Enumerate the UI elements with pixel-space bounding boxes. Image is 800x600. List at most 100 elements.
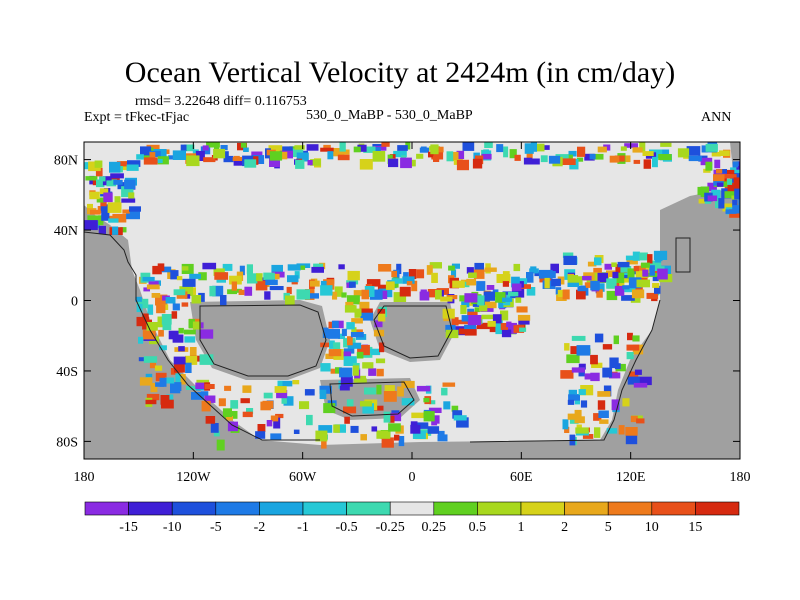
velocity-cell (502, 297, 513, 302)
velocity-cell (477, 322, 490, 330)
velocity-cell (124, 179, 136, 190)
velocity-cell (451, 405, 459, 412)
velocity-cell (603, 385, 612, 397)
velocity-cell (452, 410, 463, 419)
velocity-cell (98, 225, 106, 234)
y-tick-label: 0 (71, 295, 78, 310)
colorbar-swatch (433, 501, 478, 516)
velocity-cell (306, 144, 319, 151)
velocity-cell (136, 154, 144, 160)
velocity-cell (391, 270, 397, 278)
velocity-cell (698, 198, 706, 204)
velocity-cell (204, 384, 215, 389)
velocity-cell (368, 368, 377, 376)
velocity-cell (624, 287, 636, 293)
velocity-cell (325, 353, 336, 359)
velocity-cell (456, 150, 465, 160)
velocity-cell (560, 370, 574, 379)
velocity-cell (339, 385, 350, 391)
velocity-cell (453, 415, 467, 421)
velocity-cell (562, 252, 574, 258)
velocity-cell (173, 356, 186, 365)
velocity-cell (590, 354, 598, 365)
velocity-cell (224, 385, 232, 391)
velocity-cell (617, 261, 630, 268)
velocity-cell (625, 255, 639, 261)
velocity-cell (557, 276, 565, 285)
velocity-cell (294, 271, 300, 279)
velocity-cell (419, 291, 430, 301)
velocity-cell (564, 343, 570, 351)
colorbar-label: 5 (605, 520, 612, 535)
velocity-cell (381, 142, 390, 147)
velocity-cell (495, 324, 505, 335)
velocity-cell (594, 427, 601, 438)
velocity-cell (430, 144, 439, 155)
velocity-cell (335, 367, 342, 374)
colorbar-swatch (564, 501, 609, 516)
velocity-cell (614, 285, 625, 296)
velocity-cell (158, 329, 164, 337)
velocity-cell (435, 289, 442, 300)
velocity-cell (511, 283, 522, 291)
velocity-cell (507, 322, 517, 334)
velocity-cell (295, 159, 305, 169)
velocity-cell (150, 383, 158, 393)
velocity-cell (594, 333, 604, 343)
velocity-cell (353, 290, 366, 297)
velocity-cell (366, 279, 381, 287)
velocity-cell (652, 276, 659, 282)
velocity-cell (727, 182, 740, 193)
velocity-cell (716, 182, 724, 187)
velocity-cell (458, 328, 473, 335)
velocity-cell (216, 439, 225, 451)
velocity-cell (328, 321, 334, 329)
velocity-cell (151, 293, 161, 298)
velocity-cell (198, 322, 204, 329)
velocity-cell (500, 323, 508, 330)
velocity-cell (524, 143, 534, 154)
velocity-cell (408, 269, 417, 280)
velocity-cell (727, 178, 733, 185)
velocity-cell (635, 265, 646, 272)
velocity-cell (593, 413, 602, 421)
velocity-cell (630, 295, 641, 303)
velocity-cell (371, 405, 384, 411)
velocity-cell (356, 351, 364, 359)
velocity-cell (653, 250, 668, 260)
velocity-cell (513, 263, 521, 272)
velocity-cell (643, 159, 651, 169)
velocity-cell (576, 424, 582, 429)
velocity-cell (109, 161, 121, 173)
velocity-cell (557, 289, 567, 297)
velocity-cell (567, 413, 581, 420)
velocity-cell (359, 159, 373, 170)
velocity-cell (94, 160, 103, 168)
velocity-cell (246, 408, 254, 414)
velocity-cell (633, 159, 641, 164)
case-label: 530_0_MaBP - 530_0_MaBP (306, 108, 473, 123)
velocity-cell (448, 265, 455, 271)
velocity-cell (385, 281, 395, 290)
velocity-cell (501, 329, 512, 338)
velocity-cell (364, 387, 376, 395)
velocity-cell (347, 270, 360, 281)
velocity-cell (218, 398, 226, 407)
velocity-cell (343, 356, 357, 366)
velocity-cell (172, 303, 180, 311)
velocity-cell (416, 269, 425, 279)
velocity-cell (456, 417, 469, 428)
velocity-cell (526, 287, 536, 296)
velocity-cell (350, 425, 359, 433)
velocity-cell (143, 157, 158, 165)
velocity-cell (202, 262, 217, 270)
velocity-cell (423, 411, 435, 422)
velocity-cell (599, 283, 605, 292)
velocity-cells (84, 142, 740, 451)
velocity-cell (139, 377, 153, 386)
velocity-cell (495, 292, 506, 303)
x-tick-label: 60E (510, 470, 533, 485)
colorbar-label: -0.25 (376, 520, 405, 535)
velocity-cell (331, 320, 339, 329)
